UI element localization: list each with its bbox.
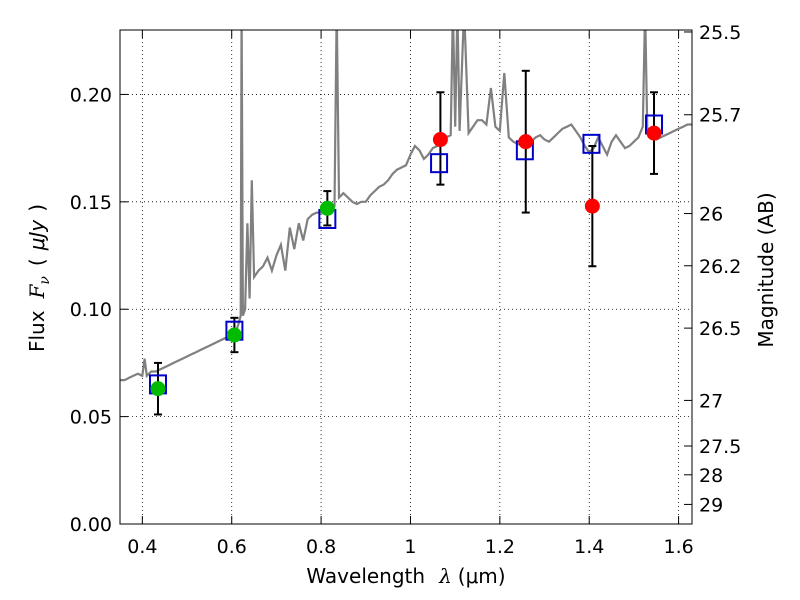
grid-lines — [120, 30, 692, 525]
x-tick-label: 0.4 — [127, 536, 157, 558]
y2-axis-label: Magnitude (AB) — [754, 192, 778, 347]
x-tick-label: 0.6 — [217, 536, 247, 558]
uncertain-flux-point — [646, 125, 662, 141]
detected-flux-point — [150, 381, 166, 397]
uncertain-flux-point — [518, 134, 534, 150]
y2-tick-label: 27 — [699, 390, 723, 412]
y2-tick-label: 29 — [699, 494, 723, 516]
plot-frame — [119, 29, 693, 525]
x-tick-label: 1.6 — [663, 536, 693, 558]
y2-tick-label: 26 — [699, 204, 723, 226]
x-tick-label: 0.8 — [306, 536, 336, 558]
detected-flux-point — [319, 200, 335, 216]
errorbar-layer — [153, 69, 659, 416]
y2-tick-label: 26.5 — [699, 318, 741, 340]
model-spectrum-layer — [120, 30, 692, 382]
y2-axis-ticks: 25.5 25.7 26 26.2 26.5 27 27.5 28 29 — [684, 22, 741, 516]
uncertain-flux-point — [432, 132, 448, 148]
x-axis-ticks: 0.4 0.6 0.8 1 1.2 1.4 1.6 — [127, 30, 694, 558]
y-tick-label: 0.10 — [70, 299, 112, 321]
model-photometry-square — [582, 133, 601, 154]
y2-tick-label: 27.5 — [699, 436, 741, 458]
y-tick-label: 0.20 — [70, 84, 112, 106]
detected-flux-point — [226, 327, 242, 343]
observed-point-layer — [150, 125, 662, 397]
y-axis-ticks: 0.00 0.05 0.10 0.15 0.20 — [70, 84, 128, 536]
x-tick-label: 1 — [404, 536, 416, 558]
uncertain-flux-point — [584, 198, 600, 214]
y2-tick-label: 28 — [699, 465, 723, 487]
y2-tick-label: 25.5 — [699, 22, 741, 44]
x-tick-label: 1.4 — [574, 536, 604, 558]
x-tick-label: 1.2 — [485, 536, 515, 558]
y2-tick-label: 25.7 — [699, 105, 741, 127]
x-axis-label: Wavelength λ (μm) — [306, 564, 505, 588]
model-point-layer — [148, 114, 664, 395]
y-tick-label: 0.15 — [70, 192, 112, 214]
y2-tick-label: 26.2 — [699, 256, 741, 278]
model-photometry-square — [430, 153, 449, 174]
y-tick-label: 0.00 — [70, 514, 112, 536]
model-spectrum-line — [120, 30, 692, 382]
y-tick-label: 0.05 — [70, 407, 112, 429]
y-axis-label: FluxFν(μJy) — [25, 204, 53, 352]
